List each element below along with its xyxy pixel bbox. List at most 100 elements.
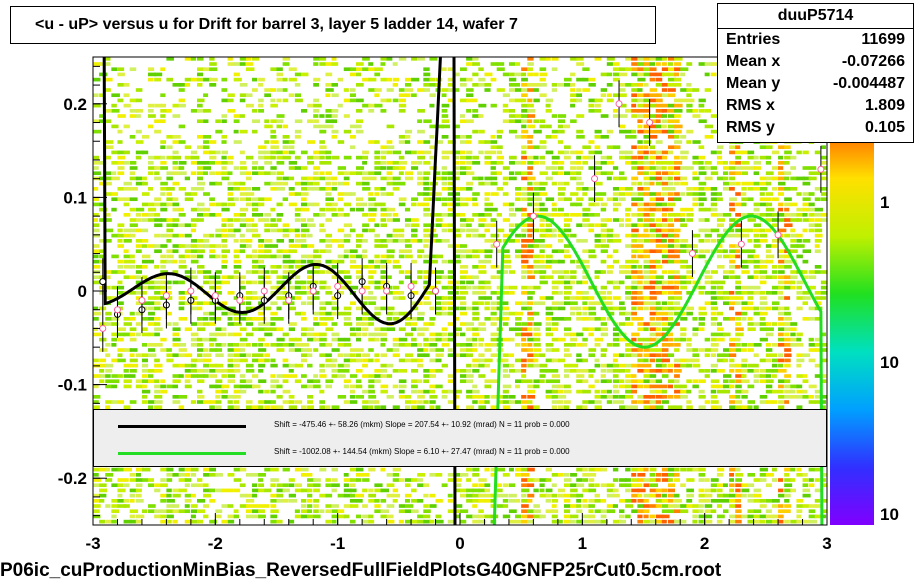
heatmap-cell [141,176,147,181]
heatmap-cell [190,223,197,228]
heatmap-cell [129,161,137,165]
heatmap-cell [496,62,505,66]
heatmap-cell [362,488,368,493]
heatmap-cell [588,296,595,300]
heatmap-cell [129,369,137,373]
heatmap-cell [460,285,468,290]
heatmap-cell [166,176,173,181]
heatmap-cell [551,129,558,134]
heatmap-cell [245,57,252,61]
heatmap-cell [362,389,370,394]
heatmap-cell [190,109,200,113]
heatmap-cell [527,332,533,337]
heatmap-cell [661,322,669,326]
heatmap-cell [490,301,497,306]
heatmap-cell [276,88,283,92]
heatmap-cell [160,348,168,352]
heatmap-cell [423,239,431,243]
heatmap-cell [380,384,389,389]
heatmap-cell [423,400,429,404]
heatmap-cell [447,275,454,280]
heatmap-cell [203,358,212,363]
heatmap-cell [453,88,460,92]
heatmap-cell [203,514,209,519]
heatmap-cell [674,270,680,274]
heatmap-cell [429,254,438,259]
heatmap-cell [527,499,533,503]
heatmap-cell [398,337,408,342]
heatmap-cell [447,400,456,404]
heatmap-cell [386,140,393,144]
heatmap-cell [300,254,309,259]
heatmap-cell [129,519,138,524]
heatmap-cell [521,332,529,337]
heatmap-cell [252,384,261,389]
heatmap-cell [508,161,516,165]
heatmap-cell [460,301,467,306]
heatmap-cell [105,62,111,66]
heatmap-cell [447,207,453,212]
heatmap-cell [570,171,577,176]
heatmap-cell [460,493,469,498]
heatmap-cell [221,228,228,233]
heatmap-cell [570,343,576,347]
heatmap-cell [221,202,228,207]
heatmap-cell [209,405,215,410]
heatmap-cell [93,129,102,134]
heatmap-cell [392,218,400,222]
heatmap-cell [337,181,345,186]
heatmap-cell [667,145,677,150]
heatmap-cell [404,504,414,508]
heatmap-cell [466,343,474,347]
heatmap-cell [258,509,265,514]
heatmap-cell [252,374,259,378]
heatmap-cell [637,285,644,290]
heatmap-cell [93,202,100,207]
heatmap-cell [502,259,512,264]
heatmap-cell [423,259,430,264]
heatmap-cell [239,93,248,98]
heatmap-cell [215,395,221,399]
heatmap-cell [239,337,248,342]
heatmap-cell [588,327,595,332]
heatmap-cell [252,265,259,269]
heatmap-cell [111,499,118,503]
heatmap-cell [166,202,174,207]
heatmap-cell [270,254,277,259]
heatmap-cell [313,166,321,170]
heatmap-cell [667,57,675,61]
heatmap-cell [466,488,474,493]
heatmap-cell [105,369,113,373]
heatmap-cell [374,161,383,165]
heatmap-cell [362,187,371,191]
heatmap-cell [307,202,315,207]
heatmap-cell [490,166,496,170]
heatmap-cell [141,192,150,196]
heatmap-cell [313,155,320,160]
heatmap-cell [631,348,640,352]
heatmap-cell [288,265,294,269]
heatmap-cell [533,192,542,196]
heatmap-cell [460,161,466,165]
heatmap-cell [258,197,265,202]
heatmap-cell [362,374,369,378]
heatmap-cell [533,83,542,87]
heatmap-cell [258,317,267,321]
heatmap-cell [466,181,474,186]
heatmap-cell [105,296,113,300]
heatmap-cell [521,223,529,228]
heatmap-cell [172,135,181,139]
heatmap-cell [643,259,650,264]
heatmap-cell [411,389,418,394]
heatmap-cell [288,249,297,254]
heatmap-cell [527,395,536,399]
heatmap-cell [288,150,295,155]
heatmap-cell [686,493,695,498]
heatmap-cell [356,155,363,160]
heatmap-cell [184,467,193,472]
heatmap-cell [404,343,414,347]
heatmap-cell [117,161,126,165]
heatmap-cell [533,478,541,482]
heatmap-cell [160,119,166,124]
heatmap-cell [148,244,156,248]
